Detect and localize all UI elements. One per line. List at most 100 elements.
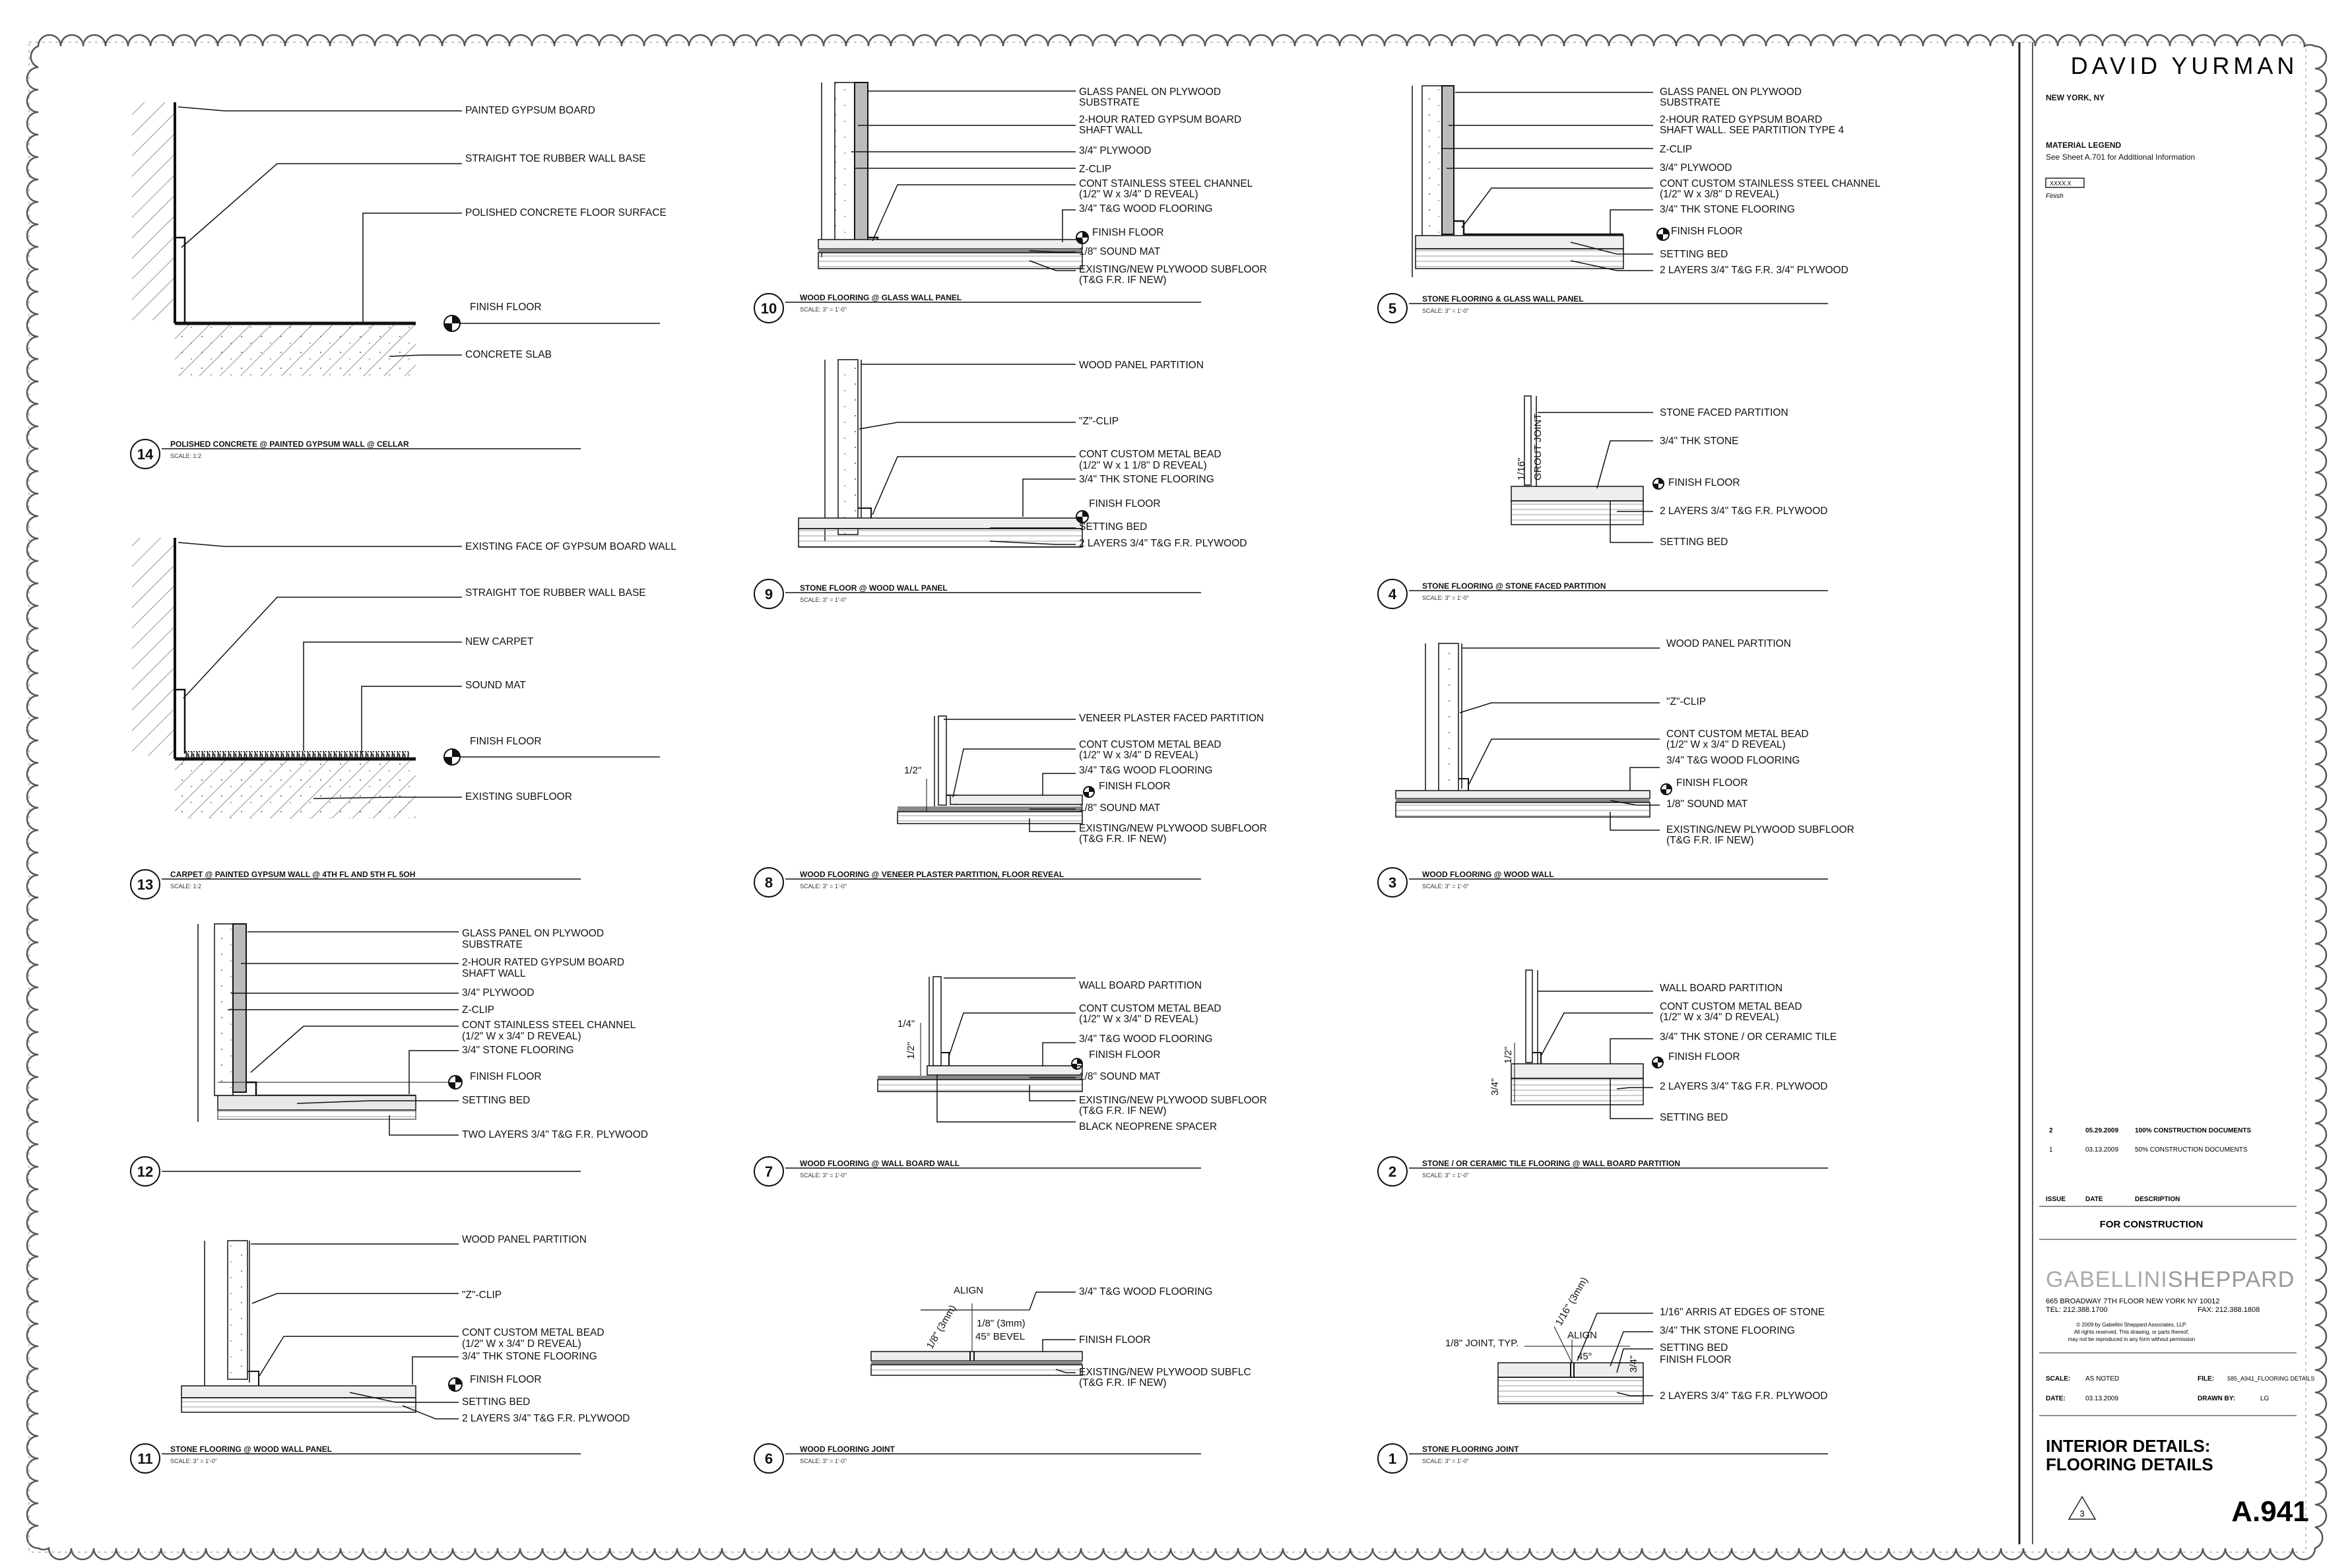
d11-label-2: CONT CUSTOM METAL BEAD [462, 1327, 604, 1338]
d1-label-1: 3/4" THK STONE FLOORING [1660, 1325, 1795, 1336]
d11-label-3: (1/2" W x 3/4" D REVEAL) [462, 1338, 581, 1350]
d2-label-4: FINISH FLOOR [1668, 1051, 1740, 1062]
date-label: DATE: [2046, 1395, 2066, 1402]
d3-title: WOOD FLOORING @ WOOD WALL [1422, 870, 1554, 879]
detail-3: WOOD PANEL PARTITION "Z"-CLIP CONT CUSTO… [1377, 638, 1854, 898]
d11-number: 11 [137, 1451, 152, 1467]
d12-label-6: CONT STAINLESS STEEL CHANNEL [462, 1020, 636, 1031]
d7-label-0: WALL BOARD PARTITION [1079, 980, 1202, 991]
d7-label-7: (T&G F.R. IF NEW) [1079, 1105, 1167, 1117]
d14-label-0: PAINTED GYPSUM BOARD [465, 105, 595, 116]
d2-label-6: SETTING BED [1660, 1112, 1728, 1123]
d13-label-1: STRAIGHT TOE RUBBER WALL BASE [465, 587, 646, 599]
detail-12: GLASS PANEL ON PLYWOOD SUBSTRATE 2-HOUR … [130, 923, 648, 1187]
d11-label-0: WOOD PANEL PARTITION [462, 1234, 587, 1245]
detail-11: WOOD PANEL PARTITION "Z"-CLIP CONT CUSTO… [130, 1234, 630, 1474]
d6-scale: SCALE: 3" = 1'-0" [800, 1458, 847, 1464]
d5-label-3: SHAFT WALL. SEE PARTITION TYPE 4 [1660, 125, 1844, 136]
d1-dim-2: ALIGN [1567, 1330, 1597, 1341]
d10-label-2: 2-HOUR RATED GYPSUM BOARD [1079, 114, 1241, 125]
copyright-2: All rights reserved. This drawing, or pa… [2074, 1329, 2190, 1335]
d8-dim-0: 1/2" [904, 765, 921, 776]
d4-label-2: FINISH FLOOR [1668, 477, 1740, 488]
d4-dim-0: 1/16" [1516, 457, 1527, 480]
d10-callout-bubble [754, 293, 784, 323]
d2-callout-bubble [1377, 1156, 1408, 1187]
d5-label-10: SETTING BED [1660, 249, 1728, 260]
d13-label-3: SOUND MAT [465, 680, 526, 691]
d1-title: STONE FLOORING JOINT [1422, 1445, 1519, 1454]
detail-8: 1/2" VENEER PLASTER FACED PARTITION CONT… [754, 713, 1267, 898]
issue-desc-1: 50% CONSTRUCTION DOCUMENTS [2135, 1146, 2248, 1154]
d10-label-7: (1/2" W x 3/4" D REVEAL) [1079, 189, 1198, 200]
d12-label-0: GLASS PANEL ON PLYWOOD [462, 928, 604, 939]
revision-number: 3 [2079, 1509, 2084, 1519]
d9-number: 9 [765, 586, 773, 603]
title-block: DAVID YURMAN NEW YORK, NY MATERIAL LEGEN… [2018, 42, 2314, 1544]
d3-label-8: (T&G F.R. IF NEW) [1666, 835, 1754, 846]
d4-callout-bubble [1377, 579, 1408, 609]
d8-label-3: 3/4" T&G WOOD FLOORING [1079, 765, 1212, 776]
d10-label-1: SUBSTRATE [1079, 97, 1140, 108]
d6-callout-bubble [754, 1443, 784, 1474]
d1-scale: SCALE: 3" = 1'-0" [1422, 1458, 1469, 1464]
d14-label-2: POLISHED CONCRETE FLOOR SURFACE [465, 207, 667, 218]
d2-label-3: 3/4" THK STONE / OR CERAMIC TILE [1660, 1031, 1837, 1043]
d3-scale: SCALE: 3" = 1'-0" [1422, 883, 1469, 890]
d8-label-7: (T&G F.R. IF NEW) [1079, 833, 1167, 845]
d10-label-6: CONT STAINLESS STEEL CHANNEL [1079, 178, 1253, 189]
firm-name-a: GABELLINI [2046, 1267, 2168, 1292]
issue-no-1: 1 [2049, 1146, 2053, 1154]
d7-label-3: 3/4" T&G WOOD FLOORING [1079, 1033, 1212, 1045]
d12-label-10: SETTING BED [462, 1095, 530, 1106]
revision-triangle-icon [2068, 1495, 2097, 1520]
d9-label-4: 3/4" THK STONE FLOORING [1079, 474, 1214, 485]
d8-label-1: CONT CUSTOM METAL BEAD [1079, 739, 1222, 750]
d13-label-2: NEW CARPET [465, 636, 534, 647]
sheet-frame [28, 42, 2306, 1553]
d7-title: WOOD FLOORING @ WALL BOARD WALL [800, 1159, 960, 1168]
d3-label-2: CONT CUSTOM METAL BEAD [1666, 729, 1809, 740]
d9-label-0: WOOD PANEL PARTITION [1079, 360, 1204, 371]
d4-label-1: 3/4" THK STONE [1660, 436, 1739, 447]
legend-tag-box [2045, 178, 2085, 188]
d13-label-5: EXISTING SUBFLOOR [465, 791, 572, 802]
d14-label-4: CONCRETE SLAB [465, 349, 552, 360]
file-value: 585_A941_FLOORING DETAILS [2227, 1375, 2314, 1382]
d5-label-4: Z-CLIP [1660, 144, 1692, 155]
d10-label-5: Z-CLIP [1079, 164, 1111, 175]
d5-label-1: SUBSTRATE [1660, 97, 1720, 108]
d12-label-4: 3/4" PLYWOOD [462, 987, 534, 998]
d4-number: 4 [1388, 586, 1397, 603]
d2-label-5: 2 LAYERS 3/4" T&G F.R. PLYWOOD [1660, 1081, 1827, 1092]
d9-label-5: FINISH FLOOR [1089, 498, 1161, 509]
d6-label-3: (T&G F.R. IF NEW) [1079, 1377, 1167, 1388]
d8-label-4: FINISH FLOOR [1099, 781, 1171, 792]
file-label: FILE: [2198, 1375, 2214, 1383]
detail-6: ALIGN 1/8" (3mm) 1/8" (3mm) 45° BEVEL 3/… [754, 1285, 1251, 1474]
detail-13: EXISTING FACE OF GYPSUM BOARD WALL STRAI… [130, 538, 676, 899]
sheet-number: A.941 [2231, 1495, 2308, 1528]
legend-note: See Sheet A.701 for Additional Informati… [2046, 152, 2195, 162]
d10-label-8: 3/4" T&G WOOD FLOORING [1079, 203, 1212, 214]
d12-number: 12 [137, 1163, 153, 1180]
d6-number: 6 [765, 1451, 773, 1467]
d4-label-0: STONE FACED PARTITION [1660, 407, 1788, 418]
d11-label-5: FINISH FLOOR [470, 1374, 542, 1385]
d2-number: 2 [1388, 1163, 1396, 1180]
d13-label-4: FINISH FLOOR [470, 736, 542, 747]
d11-scale: SCALE: 3" = 1'-0" [170, 1458, 217, 1464]
d5-label-11: 2 LAYERS 3/4" T&G F.R. 3/4" PLYWOOD [1660, 265, 1848, 276]
d1-dim-0: 1/8" JOINT, TYP. [1445, 1338, 1519, 1349]
d3-number: 3 [1388, 874, 1396, 891]
d3-label-4: 3/4" T&G WOOD FLOORING [1666, 755, 1800, 766]
d5-label-8: 3/4" THK STONE FLOORING [1660, 204, 1795, 215]
d12-label-5: Z-CLIP [462, 1004, 494, 1016]
d14-label-3: FINISH FLOOR [470, 302, 542, 313]
d5-label-0: GLASS PANEL ON PLYWOOD [1660, 86, 1802, 98]
legend-title: MATERIAL LEGEND [2046, 141, 2122, 150]
d9-title: STONE FLOOR @ WOOD WALL PANEL [800, 583, 948, 593]
d1-dim-3: 45° [1577, 1351, 1592, 1362]
sheet-title-2: FLOORING DETAILS [2046, 1454, 2213, 1474]
